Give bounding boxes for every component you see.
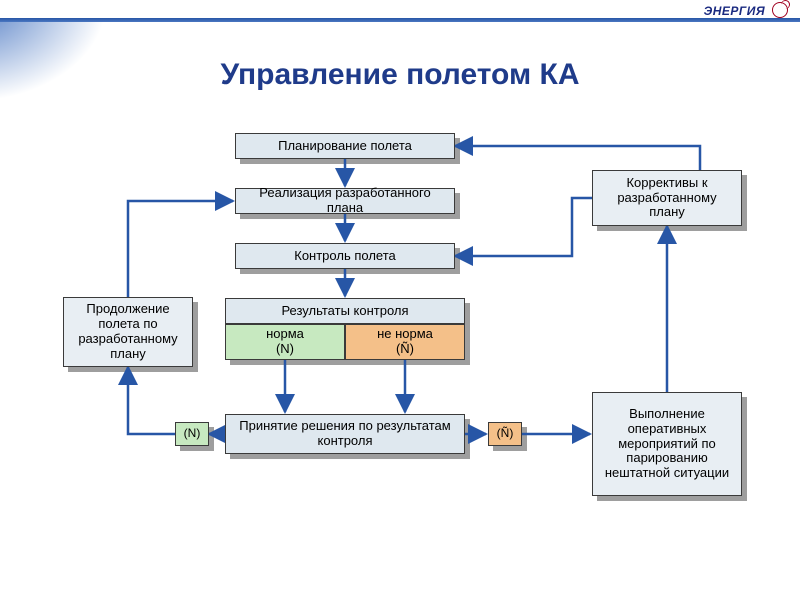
node-n4a: Результаты контроля	[225, 298, 465, 324]
node-n6: Коррективы к разработанному плану	[592, 170, 742, 226]
node-n4c: не норма (Ñ)	[345, 324, 465, 360]
diagram-canvas: Планирование полета Реализация разработан…	[0, 0, 800, 600]
node-n4b: норма (N)	[225, 324, 345, 360]
node-n8: Продолжение полета по разработанному пла…	[63, 297, 193, 367]
edge-e5b	[128, 367, 175, 434]
edge-e6	[128, 201, 233, 297]
node-n7: Выполнение оперативных мероприятий по па…	[592, 392, 742, 496]
edge-e10	[455, 146, 700, 170]
node-bNn: (Ñ)	[488, 422, 522, 446]
node-n3: Контроль полета	[235, 243, 455, 269]
node-bN: (N)	[175, 422, 209, 446]
edge-e9	[455, 198, 592, 256]
node-n5: Принятие решения по результатам контроля	[225, 414, 465, 454]
node-n1: Планирование полета	[235, 133, 455, 159]
node-n2: Реализация разработанного плана	[235, 188, 455, 214]
